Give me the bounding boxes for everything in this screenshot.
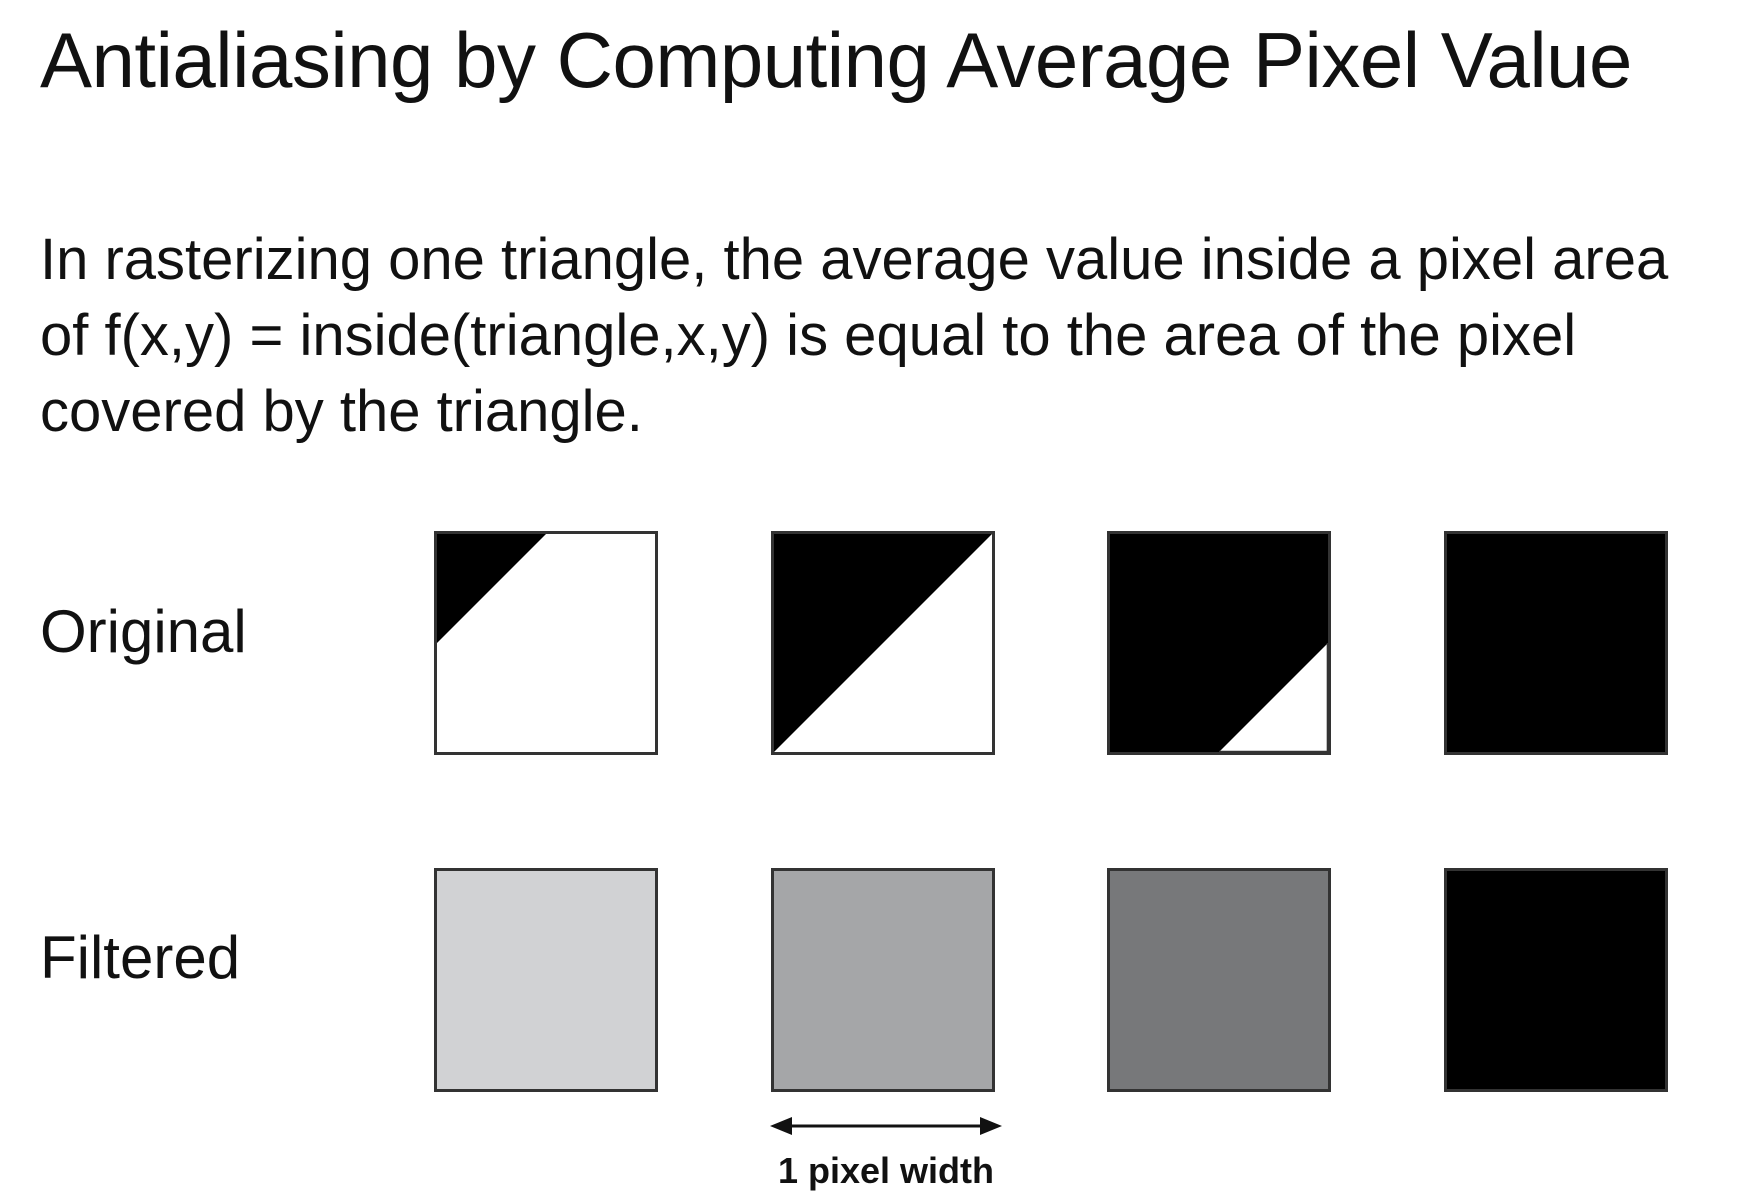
slide-body-text: In rasterizing one triangle, the average… <box>40 227 1669 444</box>
original-row-label: Original <box>40 598 247 665</box>
slide-title: Antialiasing by Computing Average Pixel … <box>40 16 1632 104</box>
pixel-width-arrow <box>770 1112 1002 1140</box>
original-pixel-2 <box>771 531 995 755</box>
pixel-width-label: 1 pixel width <box>777 1150 995 1191</box>
original-pixel-3 <box>1107 531 1331 755</box>
filtered-row-label: Filtered <box>40 924 241 991</box>
original-pixel-1 <box>434 531 658 755</box>
filtered-pixel-1 <box>434 868 658 1092</box>
filtered-pixel-3 <box>1107 868 1331 1092</box>
original-pixel-4 <box>1444 531 1668 755</box>
filtered-pixel-4 <box>1444 868 1668 1092</box>
filtered-pixel-2 <box>771 868 995 1092</box>
